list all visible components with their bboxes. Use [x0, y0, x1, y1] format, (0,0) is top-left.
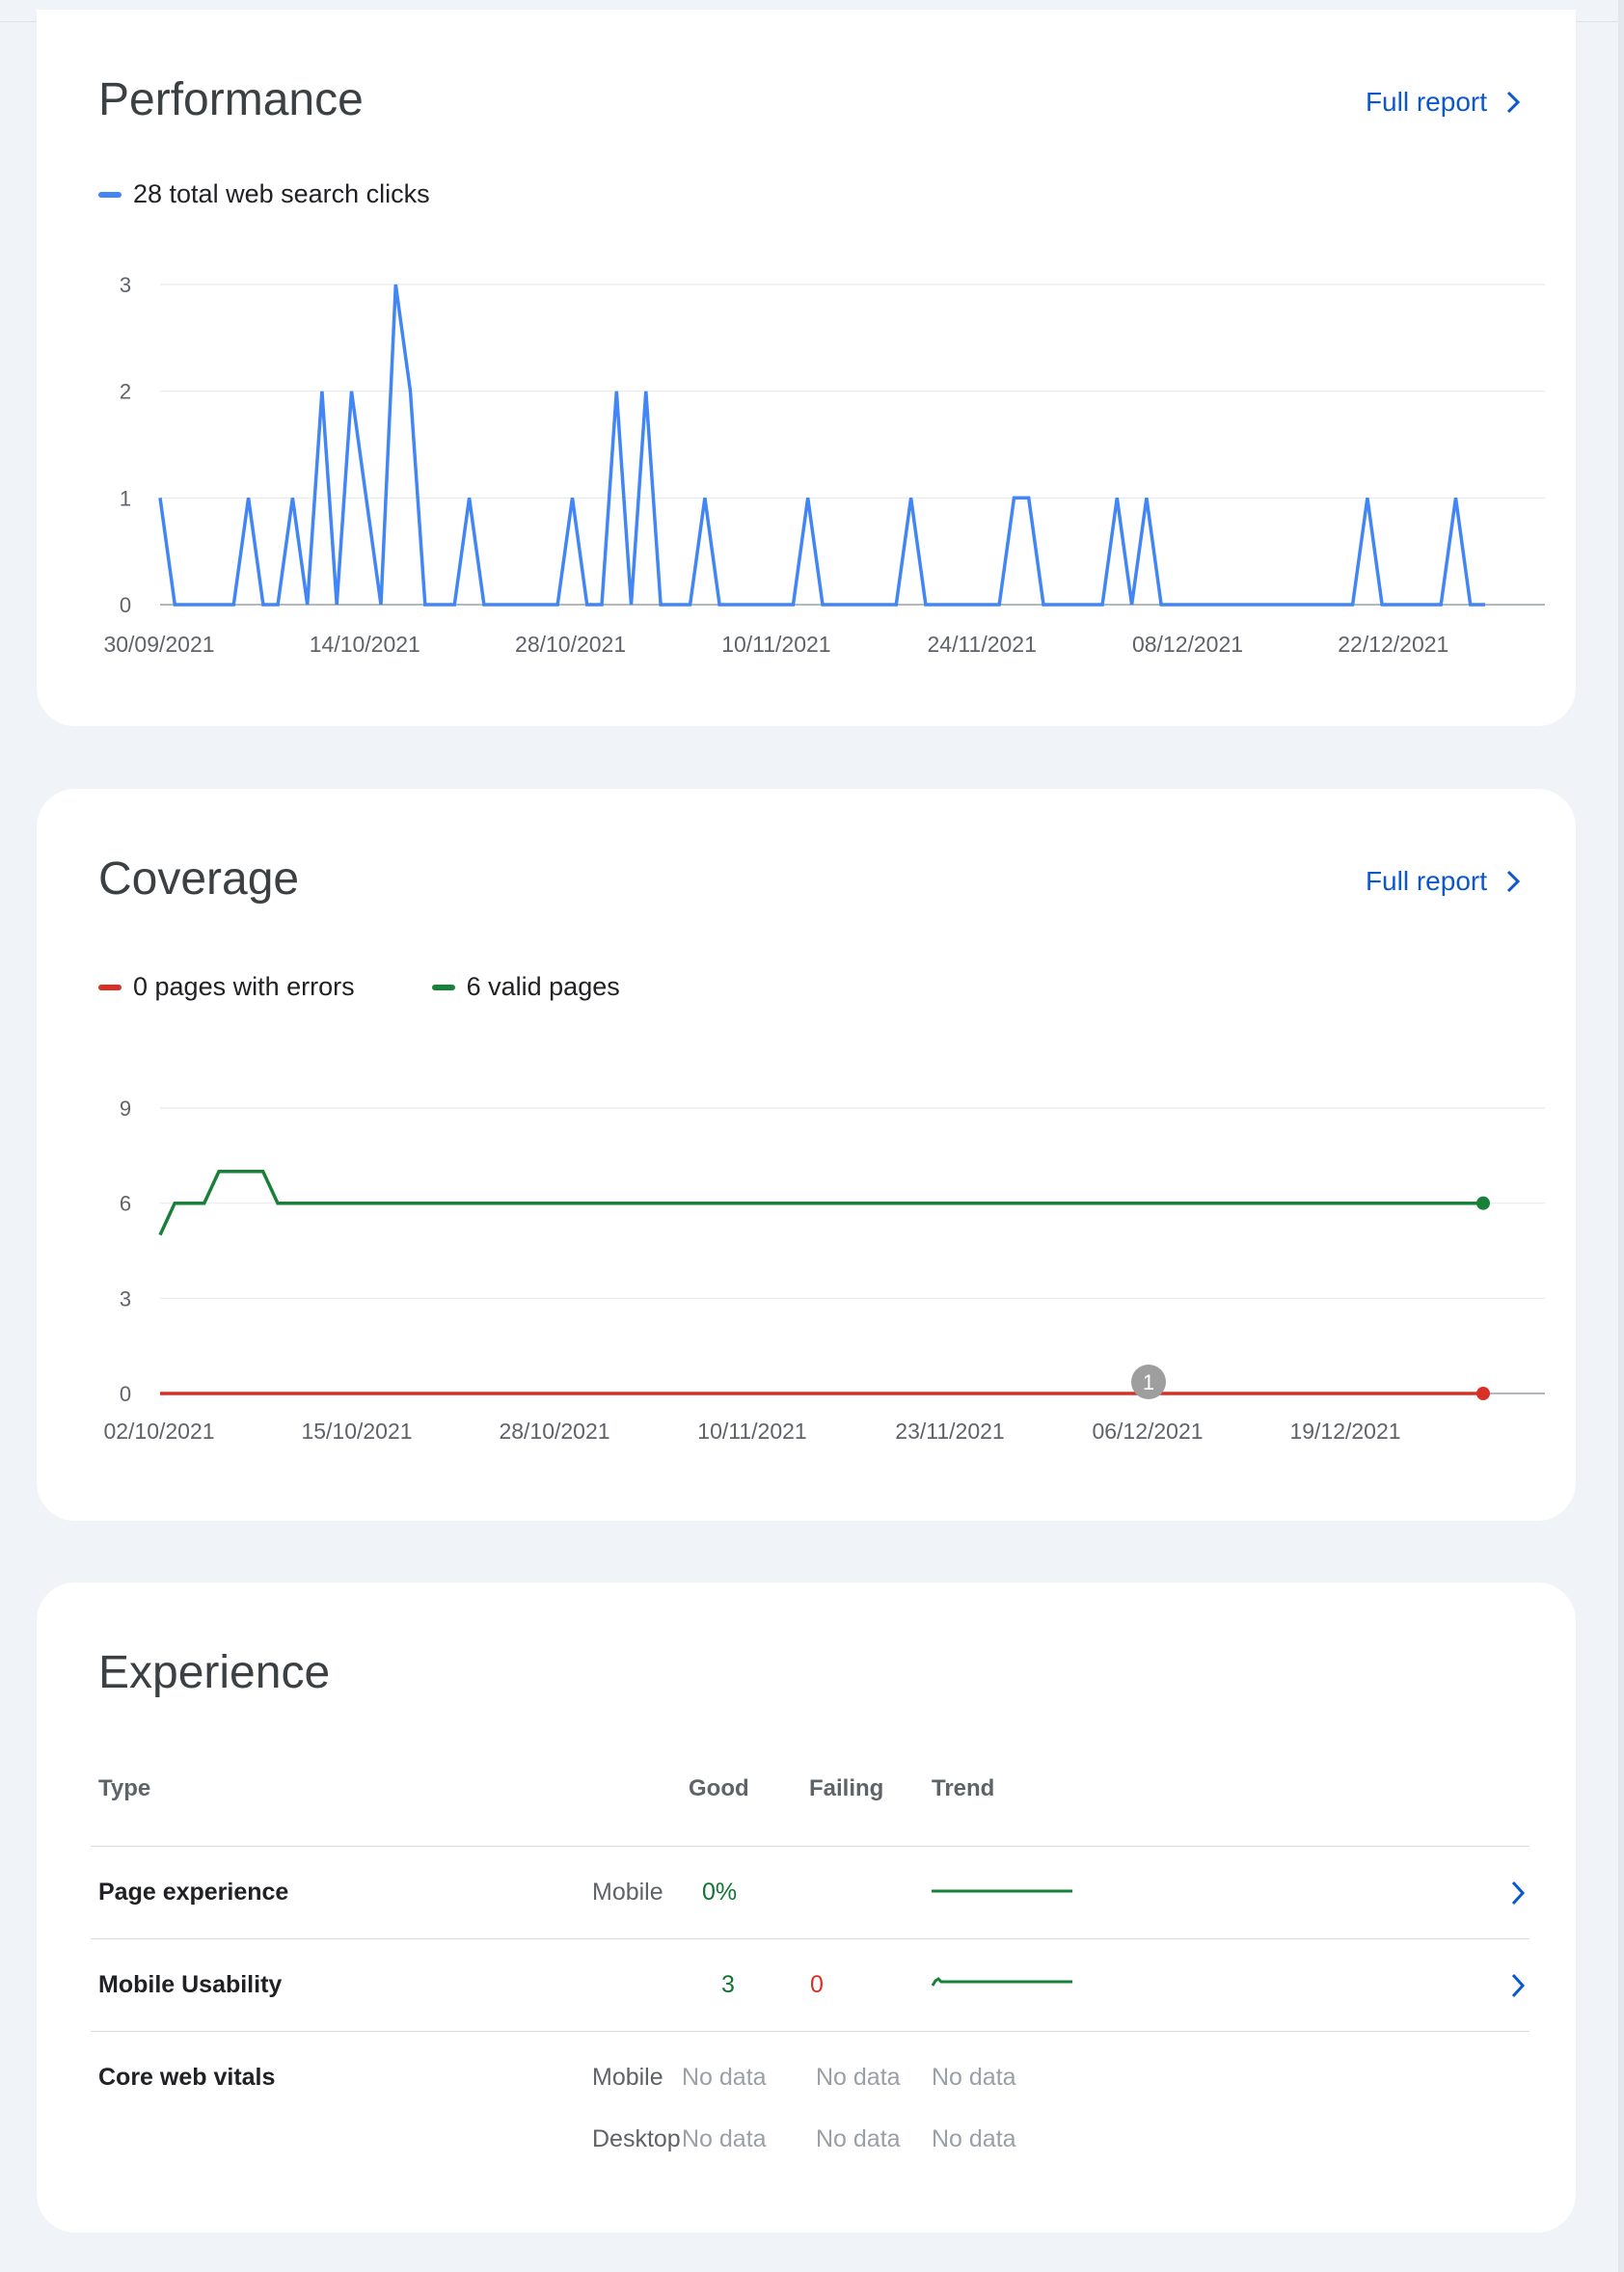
y-tick-label: 0: [120, 593, 131, 617]
device-label: Desktop: [592, 2125, 681, 2152]
performance-title: Performance: [98, 74, 364, 125]
full-report-label: Full report: [1365, 866, 1487, 896]
y-tick-label: 1: [120, 486, 131, 510]
y-tick-label: 0: [120, 1382, 131, 1406]
series-line: [158, 1170, 1483, 1236]
chevron-right-icon: [1506, 91, 1521, 114]
series-end-point: [1476, 1387, 1490, 1400]
column-header-trend: Trend: [932, 1775, 995, 1801]
performance-legend: 28 total web search clicks: [98, 179, 430, 209]
legend-swatch: [98, 984, 122, 990]
performance-full-report-link[interactable]: Full report: [1366, 87, 1522, 118]
chevron-right-icon[interactable]: [1508, 1878, 1528, 1908]
y-tick-label: 2: [120, 380, 131, 404]
x-tick-label: 10/11/2021: [697, 1419, 806, 1444]
y-tick-label: 9: [120, 1096, 131, 1121]
row-name: Page experience: [98, 1879, 289, 1906]
device-label: Mobile: [592, 2064, 663, 2091]
good-value: No data: [682, 2125, 767, 2152]
coverage-card: Coverage Full report 0 pages with errors…: [37, 789, 1576, 1521]
coverage-chart: 0 3 6 9 02/10/2021 15/10/2021 28/10/2021 10/11/…: [103, 1096, 1545, 1444]
annotation-label: 1: [1143, 1370, 1154, 1394]
x-tick-label: 02/10/2021: [103, 1419, 214, 1444]
x-tick-label: 19/12/2021: [1289, 1419, 1400, 1444]
legend-swatch: [98, 191, 122, 198]
column-header-good: Good: [689, 1775, 749, 1801]
x-tick-label: 23/11/2021: [895, 1419, 1004, 1444]
device-label: Mobile: [592, 1879, 663, 1906]
series-end-point: [1476, 1196, 1490, 1210]
series-line: [158, 284, 1485, 607]
legend-label: 0 pages with errors: [133, 972, 355, 1001]
trend-sparkline: [932, 1889, 1072, 1893]
good-value: 0%: [702, 1879, 738, 1906]
x-tick-label: 22/12/2021: [1338, 632, 1448, 657]
table-row-mobile-usability[interactable]: Mobile Usability 3 0: [91, 1938, 1529, 2032]
good-value: No data: [682, 2064, 767, 2091]
x-tick-label: 14/10/2021: [310, 632, 420, 657]
failing-value: No data: [816, 2064, 901, 2091]
coverage-legend: 0 pages with errors 6 valid pages: [98, 972, 620, 1002]
table-row-core-web-vitals[interactable]: Core web vitals Mobile No data No data N…: [91, 2031, 1529, 2167]
y-tick-label: 3: [120, 273, 131, 297]
x-tick-label: 28/10/2021: [515, 632, 626, 657]
chevron-right-icon[interactable]: [1508, 1970, 1528, 2001]
legend-label: 28 total web search clicks: [133, 179, 430, 208]
performance-card: Performance Full report 28 total web sea…: [37, 10, 1576, 726]
column-header-type: Type: [98, 1775, 151, 1801]
x-tick-label: 10/11/2021: [721, 632, 830, 657]
x-tick-label: 15/10/2021: [301, 1419, 412, 1444]
trend-sparkline: [932, 1977, 1072, 1987]
scrollbar-track[interactable]: [1618, 0, 1624, 2272]
x-tick-label: 24/11/2021: [927, 632, 1036, 657]
row-name: Core web vitals: [98, 2064, 276, 2091]
coverage-full-report-link[interactable]: Full report: [1366, 866, 1522, 897]
failing-value: 0: [810, 1971, 824, 1998]
chevron-right-icon: [1506, 870, 1521, 893]
x-tick-label: 06/12/2021: [1092, 1419, 1203, 1444]
column-header-failing: Failing: [809, 1775, 884, 1801]
legend-swatch: [431, 984, 455, 990]
row-name: Mobile Usability: [98, 1971, 283, 1998]
table-row-page-experience[interactable]: Page experience Mobile 0%: [91, 1846, 1529, 1939]
legend-label: 6 valid pages: [466, 972, 620, 1001]
good-value: 3: [721, 1971, 735, 1998]
legend-item-valid[interactable]: 6 valid pages: [431, 972, 620, 1002]
coverage-title: Coverage: [98, 853, 300, 905]
trend-value: No data: [932, 2125, 1016, 2152]
experience-title: Experience: [98, 1647, 331, 1698]
full-report-label: Full report: [1365, 87, 1487, 117]
legend-item-clicks[interactable]: 28 total web search clicks: [98, 179, 430, 209]
y-tick-label: 6: [120, 1192, 131, 1216]
y-tick-label: 3: [120, 1286, 131, 1311]
performance-chart: 0 1 2 3 30/09/2021 14/10/2021 28/10/2021 10/11/…: [103, 273, 1545, 657]
legend-item-errors[interactable]: 0 pages with errors: [98, 972, 355, 1002]
trend-value: No data: [932, 2064, 1016, 2091]
x-tick-label: 28/10/2021: [499, 1419, 609, 1444]
experience-card: Experience Type Good Failing Trend Page …: [37, 1582, 1576, 2232]
x-tick-label: 30/09/2021: [103, 632, 214, 657]
x-tick-label: 08/12/2021: [1132, 632, 1243, 657]
annotation-marker: [1131, 1365, 1166, 1399]
failing-value: No data: [816, 2125, 901, 2152]
